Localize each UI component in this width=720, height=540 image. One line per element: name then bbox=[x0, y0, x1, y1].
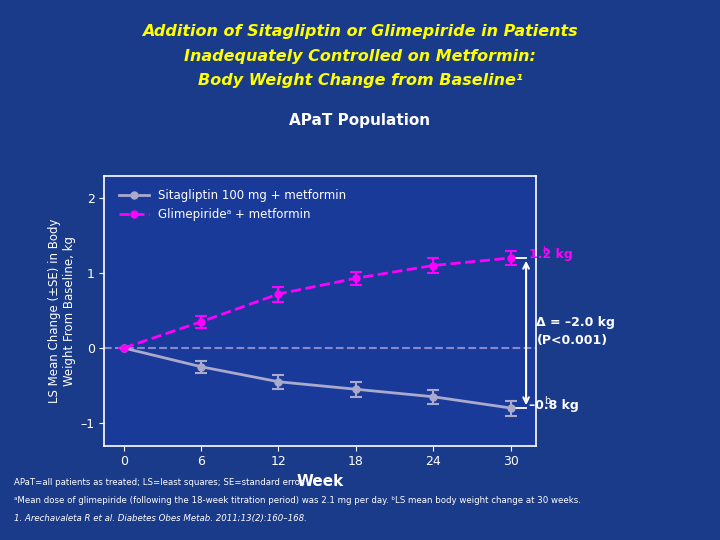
Text: Addition of Sitagliptin or Glimepiride in Patients: Addition of Sitagliptin or Glimepiride i… bbox=[142, 24, 578, 39]
Text: b: b bbox=[542, 246, 549, 255]
Text: b: b bbox=[544, 396, 550, 406]
Text: Δ = –2.0 kg
(P<0.001): Δ = –2.0 kg (P<0.001) bbox=[536, 316, 616, 347]
Text: –0.8 kg: –0.8 kg bbox=[528, 399, 578, 411]
Y-axis label: LS Mean Change (±SE) in Body
Weight From Baseline, kg: LS Mean Change (±SE) in Body Weight From… bbox=[48, 218, 76, 403]
Text: 1. Arechavaleta R et al. Diabetes Obes Metab. 2011;13(2):160–168.: 1. Arechavaleta R et al. Diabetes Obes M… bbox=[14, 514, 307, 523]
Text: 1.2 kg: 1.2 kg bbox=[528, 248, 572, 261]
Text: Inadequately Controlled on Metformin:: Inadequately Controlled on Metformin: bbox=[184, 49, 536, 64]
Legend: Sitagliptin 100 mg + metformin, Glimepirideᵃ + metformin: Sitagliptin 100 mg + metformin, Glimepir… bbox=[114, 184, 351, 226]
Text: APaT Population: APaT Population bbox=[289, 113, 431, 129]
Text: ᵃMean dose of glimepiride (following the 18-week titration period) was 2.1 mg pe: ᵃMean dose of glimepiride (following the… bbox=[14, 496, 581, 505]
Text: Body Weight Change from Baseline¹: Body Weight Change from Baseline¹ bbox=[197, 73, 523, 88]
X-axis label: Week: Week bbox=[297, 474, 344, 489]
Text: APaT=all patients as treated; LS=least squares; SE=standard error.: APaT=all patients as treated; LS=least s… bbox=[14, 478, 306, 487]
